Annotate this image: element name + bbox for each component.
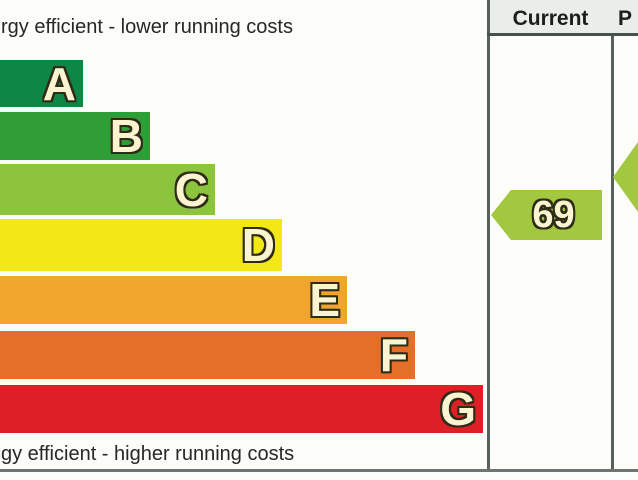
epc-band-letter: E (309, 274, 340, 326)
epc-band-letter: G (440, 383, 476, 435)
epc-band-f: F (0, 331, 415, 379)
epc-band-letter: F (379, 329, 408, 381)
epc-band-b: B (0, 112, 150, 160)
header-background (490, 0, 638, 33)
current-rating-value: 69 (532, 194, 575, 236)
potential-rating-arrow-tip (613, 142, 638, 212)
header-current: Current (512, 7, 589, 30)
header-potential: P (618, 7, 633, 30)
epc-band-c: C (0, 164, 215, 215)
epc-band-d: D (0, 219, 282, 271)
epc-band-letter: D (241, 219, 275, 271)
bottom-border-line (0, 469, 638, 472)
epc-band-letter: B (109, 110, 143, 162)
top-caption: rgy efficient - lower running costs (1, 16, 293, 38)
epc-band-g: G (0, 385, 483, 433)
current-rating-arrow: 69 (491, 190, 602, 240)
epc-band-e: E (0, 276, 347, 324)
epc-band-a: A (0, 60, 83, 107)
epc-band-letter: A (42, 57, 76, 110)
epc-band-letter: C (174, 163, 208, 216)
bottom-caption: gy efficient - higher running costs (1, 443, 295, 465)
current-column-divider (487, 0, 490, 472)
header-underline (487, 33, 638, 36)
potential-column-divider (611, 0, 614, 472)
